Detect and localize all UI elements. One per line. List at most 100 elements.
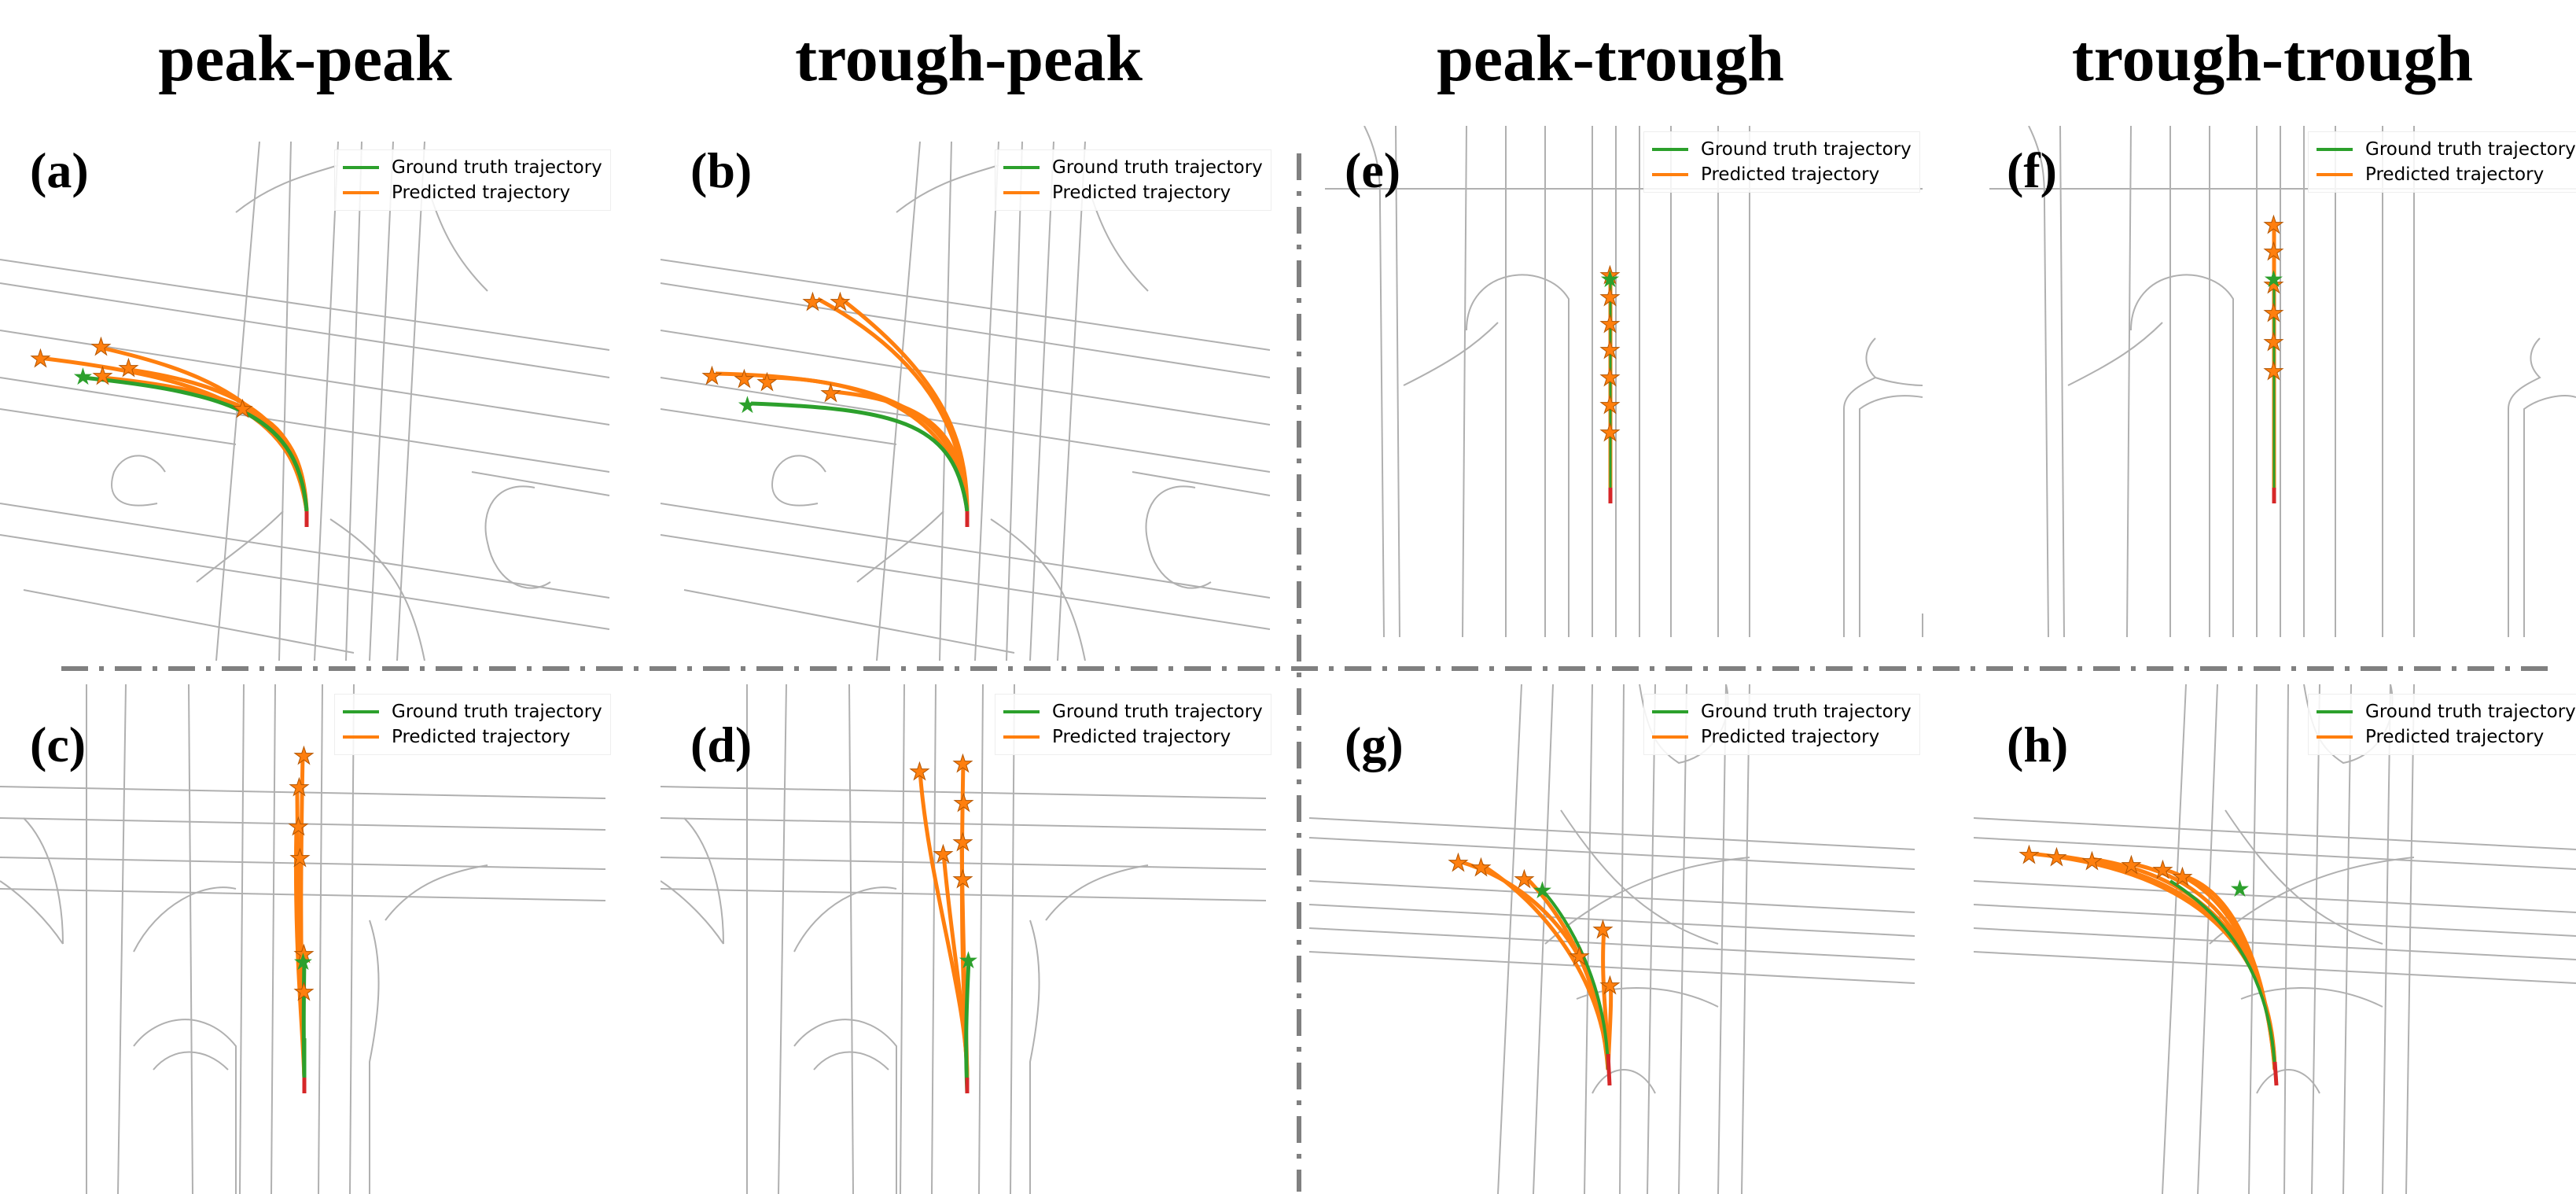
ground-truth-endpoint-star: ★ — [72, 364, 94, 390]
column-title-peak-peak: peak-peak — [158, 22, 452, 95]
panel-e-map: ★★★ ★★★ ★ ★ — [1325, 126, 1923, 638]
ground-truth-trajectory — [2169, 879, 2276, 1071]
column-title-trough-peak: trough-peak — [795, 22, 1143, 95]
panel-f-map: ★★★ ★★★ ★ — [1989, 126, 2576, 638]
legend-f: Ground truth trajectory Predicted trajec… — [2308, 131, 2576, 193]
endpoint-stars: ★★★ ★★★ — [1448, 850, 1621, 1000]
road-network — [1989, 126, 2576, 638]
svg-text:★: ★ — [92, 363, 113, 389]
road-network — [661, 684, 1267, 1194]
panel-label-b: (b) — [690, 142, 753, 198]
svg-text:★: ★ — [2172, 864, 2193, 890]
panel-c-map: ★★★ ★★★ ★ — [0, 684, 606, 1194]
panel-d: ★ ★ ★ ★ ★ ★ ★ (d) Ground truth trajectory Pr… — [661, 684, 1290, 1194]
svg-text:★: ★ — [90, 334, 112, 360]
svg-text:★: ★ — [2263, 330, 2284, 356]
legend-swatch-predicted — [1652, 173, 1688, 176]
svg-text:★: ★ — [1599, 365, 1621, 391]
svg-text:★: ★ — [2018, 842, 2040, 868]
ground-truth-endpoint-star: ★ — [293, 949, 314, 975]
svg-text:★: ★ — [734, 367, 755, 392]
column-title-peak-trough: peak-trough — [1437, 22, 1784, 95]
panel-g-map: ★ ★ ★ ★★★ ★ — [1309, 684, 1915, 1194]
svg-text:★: ★ — [2263, 359, 2284, 385]
panel-c: ★ ★ ★ ★ ★ ★ ★ (c) Ground truth trajectory Pr… — [0, 684, 629, 1194]
legend-swatch-predicted — [343, 191, 379, 194]
road-network — [1325, 126, 1923, 638]
legend-h: Ground truth trajectory Predicted trajec… — [2308, 694, 2576, 755]
ground-truth-trajectory — [1541, 889, 1610, 1071]
svg-text:★: ★ — [2263, 239, 2284, 265]
panel-e: ★ ★ ★ ★ ★ ★ ★ ★ (e) Ground truth trajectory … — [1309, 126, 1938, 645]
endpoint-stars: ★★ ★ ★★ — [30, 334, 254, 423]
svg-text:★: ★ — [820, 381, 841, 407]
ground-truth-trajectory — [964, 959, 971, 1094]
svg-text:★: ★ — [1569, 944, 1590, 970]
endpoint-stars: ★★★ ★★★ — [2263, 212, 2285, 385]
panel-label-c: (c) — [30, 717, 86, 772]
road-network — [1974, 684, 2576, 1194]
svg-text:★: ★ — [1599, 337, 1621, 363]
ground-truth-trajectory — [750, 401, 970, 512]
panel-b: ★ ★ ★ ★ ★ ★ ★ (b) Ground truth trajectory Pr… — [661, 142, 1290, 661]
legend-swatch-predicted — [1652, 735, 1688, 739]
endpoint-stars: ★★★ ★★★ — [701, 289, 852, 407]
svg-text:★: ★ — [933, 842, 954, 868]
ground-truth-endpoint-star: ★ — [2229, 876, 2250, 902]
svg-text:★: ★ — [2046, 845, 2067, 871]
panel-label-f: (f) — [2007, 142, 2057, 198]
legend-a: Ground truth trajectory Predicted trajec… — [334, 149, 611, 211]
legend-swatch-ground-truth — [1003, 166, 1040, 169]
panel-g: ★ ★ ★ ★ ★ ★ ★ (g) Ground truth trajectory Pr… — [1309, 684, 1938, 1194]
svg-text:★: ★ — [2263, 272, 2284, 298]
legend-label-ground-truth: Ground truth trajectory — [1052, 702, 1263, 722]
legend-label-ground-truth: Ground truth trajectory — [392, 157, 602, 178]
legend-label-ground-truth: Ground truth trajectory — [2365, 139, 2576, 160]
history-trajectory — [2272, 1061, 2279, 1086]
legend-swatch-ground-truth — [343, 710, 379, 713]
legend-swatch-ground-truth — [2317, 710, 2353, 713]
legend-label-predicted: Predicted trajectory — [1701, 164, 1880, 185]
svg-text:★: ★ — [118, 356, 139, 381]
legend-g: Ground truth trajectory Predicted trajec… — [1643, 694, 1920, 755]
road-network — [661, 142, 1271, 661]
svg-text:★: ★ — [30, 346, 51, 372]
svg-text:★: ★ — [1592, 917, 1614, 943]
road-network — [0, 142, 610, 661]
svg-text:★: ★ — [1514, 867, 1535, 893]
svg-text:★: ★ — [232, 396, 253, 422]
legend-swatch-ground-truth — [343, 166, 379, 169]
panel-h: ★ ★ ★ ★ ★ ★ ★ (h) Ground truth trajectory Pr… — [1974, 684, 2576, 1194]
legend-swatch-predicted — [2317, 735, 2353, 739]
legend-label-predicted: Predicted trajectory — [1701, 727, 1880, 747]
legend-b: Ground truth trajectory Predicted trajec… — [995, 149, 1271, 211]
svg-text:★: ★ — [756, 370, 778, 396]
history-trajectory — [1606, 1053, 1612, 1086]
ground-truth-trajectory — [82, 375, 309, 512]
svg-text:★: ★ — [952, 867, 973, 893]
legend-c: Ground truth trajectory Predicted trajec… — [334, 694, 611, 755]
legend-label-predicted: Predicted trajectory — [1052, 727, 1231, 747]
panel-d-map: ★★★ ★★★ ★ — [661, 684, 1267, 1194]
svg-text:★: ★ — [1599, 973, 1621, 999]
svg-text:★: ★ — [293, 942, 315, 967]
svg-text:★: ★ — [953, 790, 974, 816]
legend-e: Ground truth trajectory Predicted trajec… — [1643, 131, 1920, 193]
svg-text:★: ★ — [2152, 857, 2173, 883]
column-title-trough-trough: trough-trough — [2071, 22, 2474, 95]
panel-a-map: ★★ ★ ★★ ★ — [0, 142, 610, 661]
panel-label-a: (a) — [30, 142, 89, 198]
legend-label-ground-truth: Ground truth trajectory — [392, 702, 602, 722]
legend-swatch-predicted — [1003, 735, 1040, 739]
panel-label-d: (d) — [690, 717, 753, 772]
svg-text:★: ★ — [2263, 212, 2284, 238]
svg-text:★: ★ — [293, 743, 315, 769]
legend-label-predicted: Predicted trajectory — [392, 727, 571, 747]
svg-text:★: ★ — [1470, 855, 1492, 881]
legend-swatch-predicted — [1003, 191, 1040, 194]
svg-text:★: ★ — [952, 830, 973, 856]
legend-swatch-predicted — [343, 735, 379, 739]
endpoint-stars: ★★★ ★★★ ★ — [1599, 263, 1621, 447]
legend-swatch-predicted — [2317, 173, 2353, 176]
panel-label-h: (h) — [2007, 717, 2069, 772]
